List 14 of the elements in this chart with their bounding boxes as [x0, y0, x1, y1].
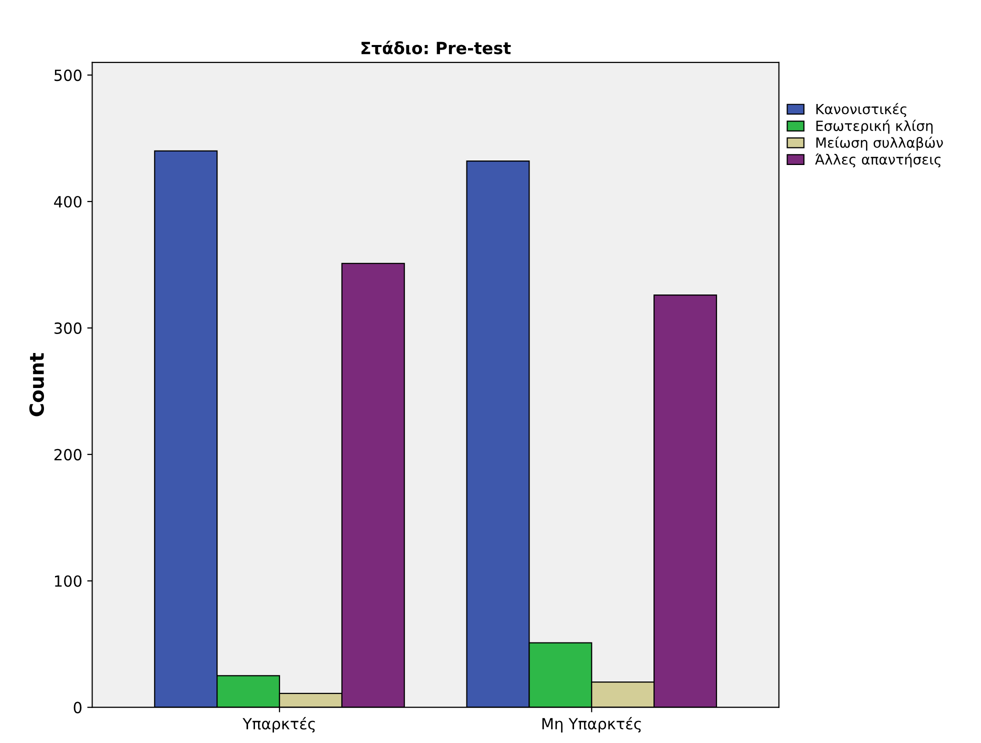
y-tick-label: 100 [55, 575, 82, 587]
y-tick-label: 300 [54, 322, 82, 334]
y-tick-label: 400 [54, 196, 82, 208]
legend-label: Εσωτερική κλίση [816, 120, 933, 134]
legend-label: Μείωση συλλαβών [816, 136, 943, 151]
y-tick-label: 0 [74, 702, 82, 714]
y-tick-label: 500 [54, 70, 82, 82]
y-tick-label: 200 [54, 448, 82, 460]
x-tick-label: Μη Υπαρκτές [542, 717, 641, 732]
chart-title: Στάδιο: Pre-test [362, 40, 511, 54]
legend-label: Κανονιστικές [816, 102, 906, 118]
legend-label: Άλλες απαντήσεις [815, 153, 941, 168]
y-axis-title: Count [29, 353, 44, 416]
x-tick-label: Υπαρκτές [242, 717, 315, 732]
